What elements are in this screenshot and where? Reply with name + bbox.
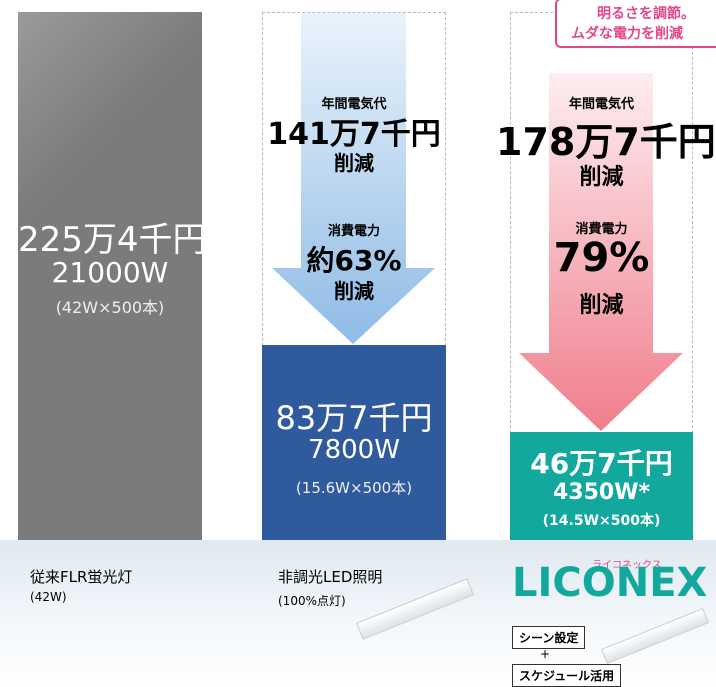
amount: 83万7千円: [262, 393, 446, 439]
power: 7800W: [262, 435, 446, 465]
cost-reduce: 削減: [511, 159, 692, 191]
label: 従来FLR蛍光灯: [30, 566, 132, 587]
tag: シーン設定: [512, 626, 585, 649]
tag: スケジュール活用: [512, 664, 621, 687]
cost: 178万7千円: [496, 111, 712, 166]
callout: 明るさを調節。 ムダな電力を削減: [555, 0, 716, 48]
power-reduce: 削減: [511, 287, 692, 319]
bar-liconex: 46万7千円 4350W* (14.5W×500本): [510, 432, 693, 540]
saving-box: 年間電気代 178万7千円 削減 消費電力 79% 削減: [510, 12, 693, 433]
callout-line: ムダな電力を削減: [571, 24, 716, 44]
detail: (15.6W×500本): [262, 477, 446, 498]
cost-title: 年間電気代: [511, 93, 692, 112]
page: 225万4千円 21000W (42W×500本) 従来FLR蛍光灯 (42W)…: [0, 0, 716, 685]
power-saving: 約63%: [263, 239, 445, 279]
power-reduce: 削減: [263, 275, 445, 304]
tag-plus: +: [540, 647, 550, 661]
amount: 225万4千円: [18, 212, 202, 261]
cost-reduce: 削減: [263, 147, 445, 176]
detail: (42W×500本): [18, 294, 202, 318]
label: 非調光LED照明: [278, 566, 382, 587]
amount: 46万7千円: [510, 442, 693, 482]
sub: (42W): [30, 590, 67, 604]
power-title: 消費電力: [263, 220, 445, 239]
saving-box: 年間電気代 141万7千円 削減 消費電力 約63% 削減: [262, 12, 446, 346]
bar-fluorescent: 225万4千円 21000W (42W×500本): [18, 12, 202, 540]
sub: (100%点灯): [278, 592, 346, 609]
logo: LICONEX: [512, 560, 707, 606]
detail: (14.5W×500本): [510, 510, 693, 530]
power: 4350W*: [510, 480, 693, 505]
bar-led: 83万7千円 7800W (15.6W×500本): [262, 345, 446, 540]
power-saving: 79%: [511, 235, 692, 281]
callout-line: 明るさを調節。: [597, 4, 716, 24]
power: 21000W: [18, 256, 202, 289]
